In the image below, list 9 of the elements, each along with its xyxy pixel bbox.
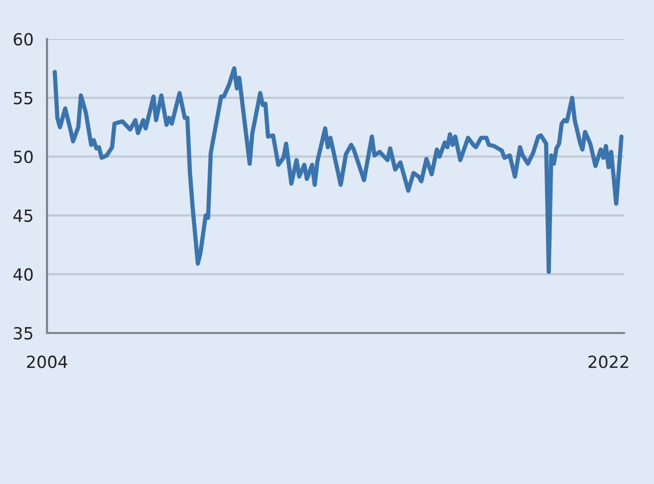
- y-tick-label: 35: [14, 326, 32, 340]
- x-tick-label: 2004: [27, 356, 68, 368]
- line-series: [52, 66, 624, 274]
- y-tick-label: 55: [14, 92, 32, 104]
- y-tick-label: 50: [14, 150, 33, 164]
- y-tick-label: 60: [14, 32, 33, 46]
- x-tick-label: 2022: [588, 356, 628, 368]
- y-tick-label: 40: [13, 268, 33, 281]
- y-tick-label: 45: [13, 210, 32, 222]
